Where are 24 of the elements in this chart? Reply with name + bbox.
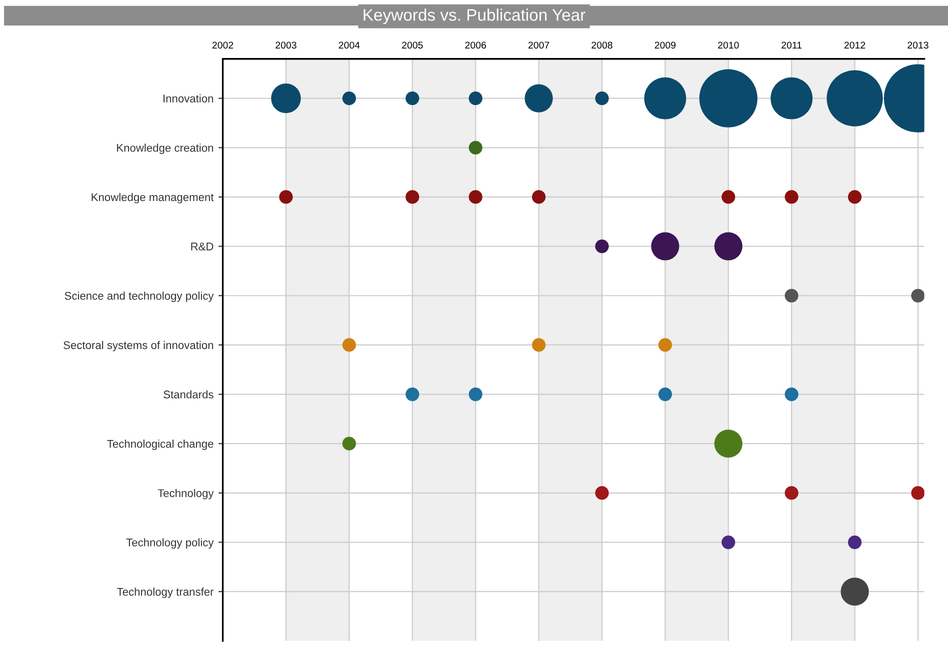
x-tick-label: 2003	[276, 42, 296, 49]
x-tick-label: 2007	[528, 42, 550, 49]
y-tick-label: Technological change	[107, 440, 214, 450]
x-tick-label: 2008	[592, 42, 612, 49]
y-tick-label: Knowledge creation	[117, 144, 214, 154]
x-tick-label: 2010	[718, 42, 739, 49]
y-tick-label: Sectoral systems of innovation	[64, 340, 214, 352]
x-tick-label: 2005	[402, 42, 423, 49]
y-tick-label: Knowledge management	[92, 192, 214, 204]
y-tick-label: Standards	[164, 390, 214, 398]
x-tick-label: 2006	[465, 42, 486, 49]
chart-title: Keywords vs. Publication Year	[364, 8, 586, 24]
y-tick-label: Technology policy	[126, 538, 214, 549]
y-tick-label: Innovation	[164, 94, 214, 102]
x-tick-label: 2011	[782, 42, 802, 49]
x-tick-label: 2009	[654, 42, 676, 49]
x-tick-label: 2002	[212, 42, 234, 49]
x-tick-label: 2013	[908, 42, 928, 49]
x-tick-label: 2004	[338, 42, 360, 49]
y-tick-label: Technology transfer	[117, 588, 214, 598]
y-tick-label: Technology	[158, 488, 214, 500]
y-tick-label: Science and technology policy	[64, 292, 214, 302]
y-tick-label: R&D	[191, 242, 214, 250]
x-tick-label: 2012	[844, 42, 866, 49]
